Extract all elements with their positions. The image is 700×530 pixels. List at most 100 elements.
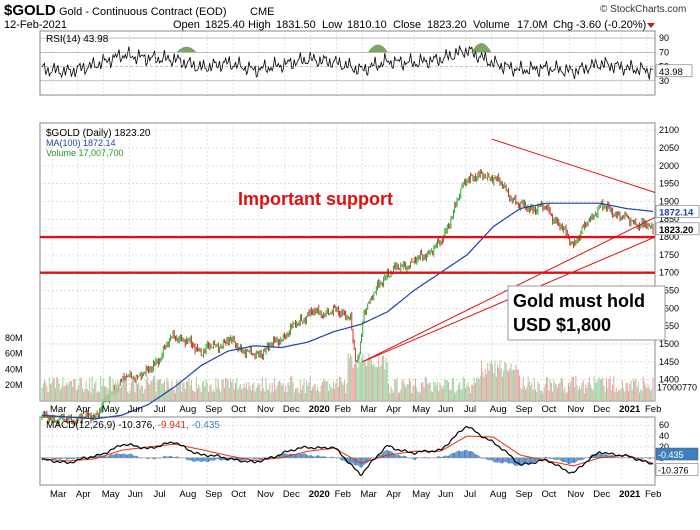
macd-histogram-bar — [577, 457, 579, 461]
volume-bar — [331, 388, 333, 401]
volume-bar — [173, 390, 175, 401]
ma-last-label-box — [655, 205, 700, 218]
macd-histogram-bar — [603, 454, 605, 458]
volume-bar — [381, 355, 383, 401]
macd-histogram-bar — [234, 457, 236, 460]
volume-bar — [558, 384, 560, 401]
macd-histogram-bar — [477, 454, 479, 458]
macd-histogram-bar — [381, 453, 383, 458]
volume-bar — [212, 389, 214, 401]
macd-legend: MACD(12,26,9) -10.376, -9.941, -0.435 — [46, 420, 220, 431]
contract-name: Gold - Continuous Contract (EOD) — [59, 6, 227, 18]
macd-histogram-bar — [293, 454, 295, 458]
volume-bar — [354, 362, 356, 401]
x-tick-label: Feb — [645, 404, 661, 415]
volume-bar — [204, 386, 206, 401]
volume-bar — [268, 389, 270, 401]
macd-histogram-bar — [536, 457, 538, 461]
open-label: Open — [173, 19, 200, 31]
macd-histogram-bar — [58, 457, 60, 460]
volume-bar — [193, 390, 195, 401]
volume-bar — [556, 388, 558, 401]
volume-bar — [367, 358, 369, 401]
x-tick-label: 2020 — [309, 404, 330, 415]
volume-bar — [359, 362, 361, 401]
volume-bar — [509, 368, 511, 401]
volume-bar — [320, 385, 322, 401]
volume-bar — [220, 392, 222, 401]
volume-bar — [199, 387, 201, 401]
macd-histogram-bar — [370, 457, 372, 459]
volume-bar — [479, 375, 481, 401]
volume-bar — [532, 389, 534, 401]
x-tick-label: Jul — [464, 404, 476, 415]
macd-histogram-bar — [325, 457, 327, 458]
volume-bar — [601, 379, 603, 401]
macd-histogram-bar — [319, 456, 321, 458]
macd-histogram-bar — [352, 457, 354, 464]
volume-bar — [419, 392, 421, 401]
x-tick-label: Sep — [516, 489, 533, 500]
volume-bar — [516, 369, 518, 401]
x-tick-label: Oct — [231, 489, 246, 500]
macd-histogram-bar — [261, 457, 263, 459]
macd-histogram-bar — [318, 455, 320, 458]
volume-bar — [222, 378, 224, 401]
macd-histogram-bar — [324, 456, 326, 458]
volume-bar — [325, 381, 327, 401]
volume-bar — [314, 383, 316, 401]
macd-histogram-bar — [111, 454, 113, 458]
volume-bar — [318, 390, 320, 401]
macd-histogram-bar — [320, 456, 322, 458]
x-tick-label: May — [412, 404, 430, 415]
macd-histogram-bar — [365, 457, 367, 464]
macd-histogram-bar — [95, 455, 97, 458]
volume-bar — [495, 376, 497, 401]
volume-bar — [259, 384, 261, 401]
volume-bar — [188, 377, 190, 401]
open-value: 1825.40 — [205, 19, 245, 31]
symbol: $GOLD — [4, 2, 56, 19]
volume-bar — [537, 381, 539, 401]
volume-bar — [586, 387, 588, 401]
volume-bar — [397, 392, 399, 401]
volume-bar — [78, 385, 80, 401]
volume-bar — [103, 386, 105, 401]
volume-bar — [424, 376, 426, 401]
volume-bar — [492, 364, 494, 401]
x-tick-label: Mar — [360, 489, 376, 500]
macd-histogram-bar — [302, 453, 304, 458]
macd-histogram-bar — [255, 457, 257, 460]
x-tick-label: May — [102, 404, 120, 415]
macd-histogram-bar — [395, 454, 397, 458]
volume-bar — [233, 389, 235, 401]
volume-bar — [81, 388, 83, 401]
volume-bar — [319, 392, 321, 401]
macd-histogram-bar — [201, 457, 203, 462]
volume-bar — [616, 392, 618, 401]
volume-bar — [432, 392, 434, 401]
volume-bar — [471, 384, 473, 401]
macd-histogram-bar — [523, 457, 525, 464]
volume-bar — [97, 390, 99, 401]
volume-bar — [423, 387, 425, 401]
macd-histogram-bar — [282, 453, 284, 458]
volume-value: 17.0M — [517, 19, 548, 31]
macd-histogram-bar — [148, 457, 150, 459]
volume-bar — [122, 378, 124, 401]
macd-histogram-bar — [448, 455, 450, 458]
macd-histogram-bar — [185, 457, 187, 460]
volume-bar — [450, 389, 452, 401]
macd-layer: 6040200-0.435-10.376 — [40, 420, 699, 476]
macd-histogram-bar — [195, 457, 197, 462]
macd-histogram-bar — [217, 457, 219, 460]
x-tick-label: Oct — [542, 404, 557, 415]
volume-bar — [152, 375, 154, 401]
volume-bar — [414, 378, 416, 401]
macd-histogram-bar — [219, 457, 221, 460]
volume-bar — [389, 393, 391, 401]
volume-bar — [183, 382, 185, 401]
macd-histogram-bar — [65, 457, 67, 460]
volume-bar — [488, 370, 490, 401]
volume-bar — [357, 368, 359, 401]
